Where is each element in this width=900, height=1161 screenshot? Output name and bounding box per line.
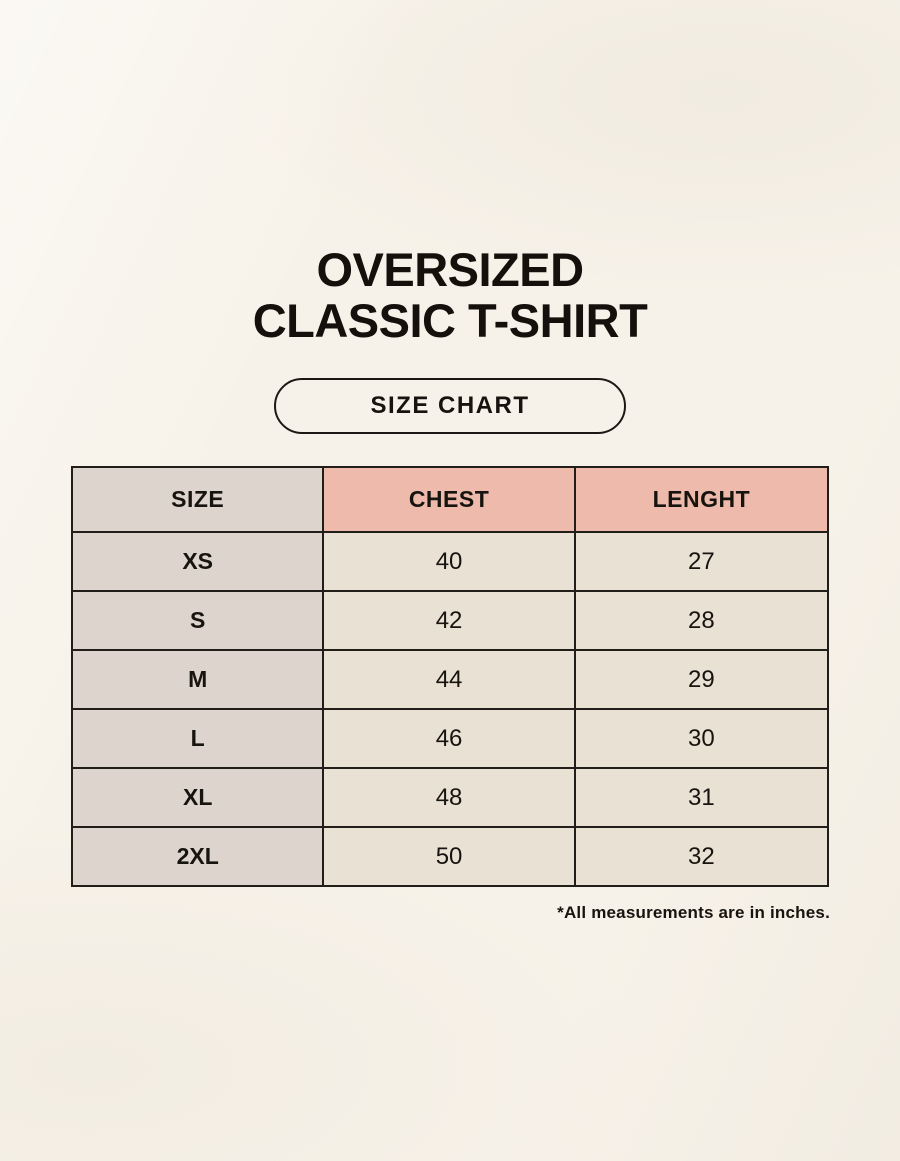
column-header-size: SIZE bbox=[70, 466, 325, 533]
chest-cell: 46 bbox=[322, 708, 576, 769]
table-row: L 46 30 bbox=[70, 708, 830, 769]
length-cell: 27 bbox=[573, 531, 830, 592]
chest-cell: 44 bbox=[322, 649, 576, 710]
length-cell: 28 bbox=[573, 590, 830, 651]
table-row: 2XL 50 32 bbox=[70, 826, 830, 887]
size-cell: 2XL bbox=[70, 826, 325, 887]
measurements-footnote: *All measurements are in inches. bbox=[557, 903, 830, 922]
size-chart-badge: SIZE CHART bbox=[274, 378, 626, 434]
chest-cell: 48 bbox=[322, 767, 576, 828]
column-header-length: LENGHT bbox=[573, 466, 830, 533]
length-cell: 29 bbox=[573, 649, 830, 710]
product-title: OVERSIZED CLASSIC T-SHIRT bbox=[0, 244, 900, 346]
table-header-row: SIZE CHEST LENGHT bbox=[70, 466, 830, 533]
size-cell: XL bbox=[70, 767, 325, 828]
length-cell: 32 bbox=[573, 826, 830, 887]
column-header-chest: CHEST bbox=[322, 466, 576, 533]
product-title-line1: OVERSIZED bbox=[316, 243, 584, 296]
size-chart-table: SIZE CHEST LENGHT XS 40 27 S 42 28 M 44 … bbox=[70, 466, 830, 887]
table-row: M 44 29 bbox=[70, 649, 830, 710]
table-row: XL 48 31 bbox=[70, 767, 830, 828]
size-chart-badge-label: SIZE CHART bbox=[370, 392, 530, 419]
table-row: XS 40 27 bbox=[70, 531, 830, 592]
table-row: S 42 28 bbox=[70, 590, 830, 651]
size-cell: L bbox=[70, 708, 325, 769]
size-cell: S bbox=[70, 590, 325, 651]
chest-cell: 50 bbox=[322, 826, 576, 887]
product-title-line2: CLASSIC T-SHIRT bbox=[252, 294, 648, 347]
size-cell: M bbox=[70, 649, 325, 710]
chest-cell: 42 bbox=[322, 590, 576, 651]
chest-cell: 40 bbox=[322, 531, 576, 592]
size-cell: XS bbox=[70, 531, 325, 592]
length-cell: 30 bbox=[573, 708, 830, 769]
length-cell: 31 bbox=[573, 767, 830, 828]
